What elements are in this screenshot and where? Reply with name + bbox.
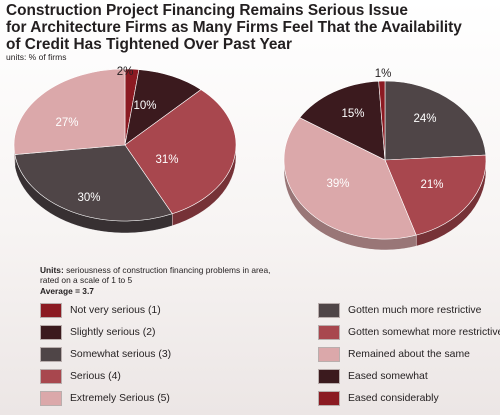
right-pie-label-gotten-much-more-restrictive: 24%: [413, 113, 436, 125]
legend-swatch: [40, 325, 62, 340]
right-pie-slice-gotten-much-more-restrictive: [384, 80, 487, 161]
legend-label: Somewhat serious (3): [70, 349, 172, 360]
right-pie-labels: 24% 21% 39% 15% 1%: [326, 68, 443, 191]
right-pie-slices: [283, 80, 487, 240]
left-pie-slice-serious-4: [124, 89, 237, 215]
right-pie-label-eased-somewhat: 15%: [341, 108, 364, 120]
legend-swatch: [40, 347, 62, 362]
left-pie-slice-extremely-serious-5: [13, 68, 126, 155]
left-pie-label-serious-4: 31%: [155, 154, 178, 166]
note-units-label: Units:: [40, 265, 64, 275]
legend-label: Eased considerably: [348, 393, 439, 404]
right-pie-slice-gotten-somewhat-more-restrictive: [384, 154, 487, 236]
legend-label: Extremely Serious (5): [70, 393, 170, 404]
right-pie-label-remained-about-the-same: 39%: [326, 178, 349, 190]
legend-swatch: [40, 391, 62, 406]
legend-label: Not very serious (1): [70, 305, 161, 316]
title-line-2: for Architecture Firms as Many Firms Fee…: [6, 19, 462, 36]
title-line-1: Construction Project Financing Remains S…: [6, 2, 408, 19]
legend-label: Gotten somewhat more restrictive: [348, 327, 500, 338]
left-pie-label-extremely-serious-5: 27%: [55, 117, 78, 129]
left-pie-label-not-very-serious-1: 2%: [117, 66, 134, 78]
legend-seriousness: Not very serious (1) Slightly serious (2)…: [40, 303, 240, 413]
legend-label: Slightly serious (2): [70, 327, 156, 338]
title-line-3: of Credit Has Tightened Over Past Year: [6, 36, 292, 53]
note-average: Average = 3.7: [40, 285, 94, 296]
units-label: units: % of firms: [6, 52, 67, 62]
legend-swatch: [40, 369, 62, 384]
legend-swatch: [318, 369, 340, 384]
pie-charts: 2% 10% 31% 30% 27% 24% 21% 39% 15% 1%: [13, 66, 487, 251]
left-pie-label-somewhat-serious-3: 30%: [77, 192, 100, 204]
legend-label: Gotten much more restrictive: [348, 305, 482, 316]
left-pie-labels: 2% 10% 31% 30% 27%: [55, 66, 178, 204]
right-pie-slice-eased-considerably: [378, 80, 386, 161]
scale-note: Units: seriousness of construction finan…: [40, 265, 290, 296]
left-pie-label-slightly-serious-2: 10%: [133, 100, 156, 112]
legend-swatch: [318, 391, 340, 406]
legend-swatch: [318, 347, 340, 362]
legend-swatch: [318, 325, 340, 340]
legend-label: Eased somewhat: [348, 371, 428, 382]
legend-label: Serious (4): [70, 371, 121, 382]
pie-chart-seriousness: 2% 10% 31% 30% 27%: [13, 66, 237, 234]
legend-swatch: [40, 303, 62, 318]
right-pie-label-gotten-somewhat-more-restrictive: 21%: [420, 179, 443, 191]
chart-title: Construction Project Financing Remains S…: [6, 2, 496, 53]
legend-label: Remained about the same: [348, 349, 470, 360]
note-units-text: seriousness of construction financing pr…: [40, 265, 271, 286]
left-pie-slices: [13, 68, 237, 222]
right-pie-label-eased-considerably: 1%: [375, 68, 392, 80]
right-pie-slice-eased-somewhat: [299, 80, 386, 161]
left-pie-side-walls: [13, 144, 237, 234]
right-pie-slice-remained-about-the-same: [283, 117, 417, 240]
legend-credit-availability: Gotten much more restrictive Gotten somew…: [318, 303, 500, 413]
pie-chart-credit-availability: 24% 21% 39% 15% 1%: [283, 68, 487, 251]
legend-swatch: [318, 303, 340, 318]
left-pie-slice-somewhat-serious-3: [14, 144, 173, 222]
